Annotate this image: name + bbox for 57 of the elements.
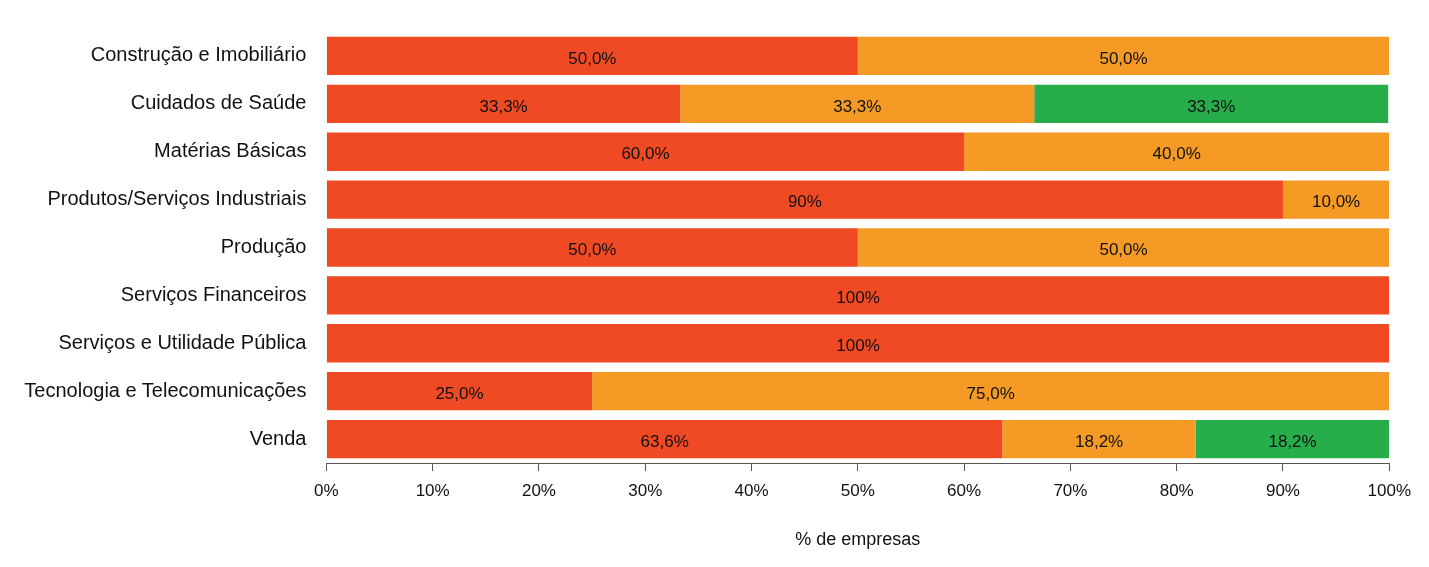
bar [326,180,1283,219]
data-label: 40,0% [1152,144,1201,164]
y-tick-label: Construção e Imobiliário [90,43,307,66]
x-tick-label: 60% [947,480,982,500]
x-axis-title: % de empresas [795,529,921,550]
data-label: 33,3% [479,96,528,116]
data-label: 100% [836,335,880,355]
y-tick-label: Cuidados de Saúde [130,91,307,114]
x-tick-label: 10% [415,480,450,500]
x-tick-label: 20% [521,480,556,500]
data-label: 50,0% [568,48,617,68]
data-label: 50,0% [1099,240,1148,260]
x-tick-label: 70% [1053,480,1088,500]
bar [326,372,593,411]
data-label: 60,0% [621,144,670,164]
x-tick-label: 100% [1367,480,1411,500]
data-label: 90% [787,192,822,212]
data-label: 18,2% [1075,431,1124,451]
data-label: 18,2% [1268,431,1317,451]
data-label: 75,0% [966,383,1015,403]
bar [1282,180,1390,219]
x-tick-label: 90% [1265,480,1300,500]
bar [326,419,1003,459]
y-tick-label: Tecnologia e Telecomunicações [24,378,307,401]
bar [592,372,1390,411]
bar [326,36,858,76]
bar [1195,419,1390,459]
bar [857,228,1390,267]
data-label: 63,6% [640,431,689,451]
bar [326,228,858,267]
y-tick-label: Serviços e Utilidade Pública [58,330,308,353]
bar [964,132,1390,171]
x-tick-label: 0% [314,480,339,500]
data-label: 50,0% [568,240,617,260]
bar [326,132,965,171]
bar [680,84,1035,123]
bar [1002,419,1196,459]
data-label: 100% [836,288,880,308]
bar [326,84,681,123]
bar [326,324,1390,363]
data-label: 50,0% [1099,48,1148,68]
bar [326,276,1390,315]
y-tick-label: Produtos/Serviços Industriais [47,187,307,210]
bar [1034,84,1389,123]
bar [857,36,1390,76]
data-label: 33,3% [1187,96,1236,116]
y-tick-label: Venda [249,426,308,449]
y-tick-label: Produção [220,235,307,258]
x-tick-label: 30% [628,480,663,500]
data-label: 10,0% [1312,192,1361,212]
x-tick-label: 50% [840,480,875,500]
y-tick-label: Matérias Básicas [154,139,307,162]
x-tick-label: 40% [734,480,769,500]
y-tick-label: Serviços Financeiros [120,282,307,305]
data-label: 33,3% [833,96,882,116]
x-tick-label: 80% [1159,480,1194,500]
data-label: 25,0% [435,383,484,403]
